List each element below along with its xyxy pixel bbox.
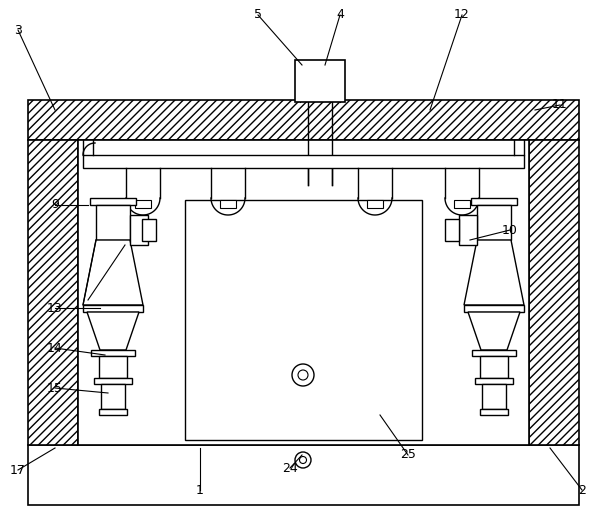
Bar	[472, 350, 516, 356]
Bar	[482, 384, 506, 409]
Text: 24: 24	[282, 462, 298, 475]
Text: 13: 13	[47, 302, 63, 315]
Polygon shape	[83, 240, 143, 305]
Polygon shape	[464, 240, 524, 305]
Bar	[367, 200, 383, 208]
Text: 15: 15	[47, 381, 63, 394]
Text: 10: 10	[502, 224, 518, 237]
Text: 12: 12	[454, 8, 470, 21]
Bar	[220, 200, 236, 208]
Bar	[464, 305, 524, 312]
Bar	[94, 378, 132, 384]
Bar	[459, 215, 477, 245]
Text: 5: 5	[254, 8, 262, 21]
Polygon shape	[87, 312, 139, 350]
Text: 9: 9	[51, 199, 59, 212]
Bar	[78, 140, 529, 445]
Bar	[101, 384, 125, 409]
Bar	[471, 198, 517, 205]
Bar	[99, 409, 127, 415]
Text: 3: 3	[14, 23, 22, 36]
Bar	[28, 445, 579, 505]
Bar	[142, 219, 156, 241]
Bar	[83, 155, 524, 168]
Bar	[28, 100, 579, 140]
Bar	[295, 60, 345, 102]
Bar	[529, 140, 579, 445]
Bar	[83, 305, 143, 312]
Circle shape	[292, 364, 314, 386]
Bar	[477, 205, 511, 240]
Text: 14: 14	[47, 341, 63, 354]
Bar	[480, 356, 508, 378]
Text: 11: 11	[552, 98, 568, 111]
Bar	[96, 205, 130, 240]
Bar	[135, 200, 151, 208]
Bar	[91, 350, 135, 356]
Text: 2: 2	[578, 483, 586, 497]
Bar	[480, 409, 508, 415]
Bar	[99, 356, 127, 378]
Text: 1: 1	[196, 483, 204, 497]
Bar	[130, 215, 148, 245]
Circle shape	[295, 452, 311, 468]
Text: 25: 25	[400, 449, 416, 462]
Bar	[454, 200, 470, 208]
Bar	[90, 198, 136, 205]
Bar	[185, 200, 422, 440]
Bar	[475, 378, 513, 384]
Circle shape	[298, 370, 308, 380]
Text: 4: 4	[336, 8, 344, 21]
Text: 17: 17	[10, 464, 26, 477]
Bar	[445, 219, 459, 241]
Bar	[28, 140, 78, 445]
Polygon shape	[468, 312, 520, 350]
Circle shape	[299, 456, 307, 464]
